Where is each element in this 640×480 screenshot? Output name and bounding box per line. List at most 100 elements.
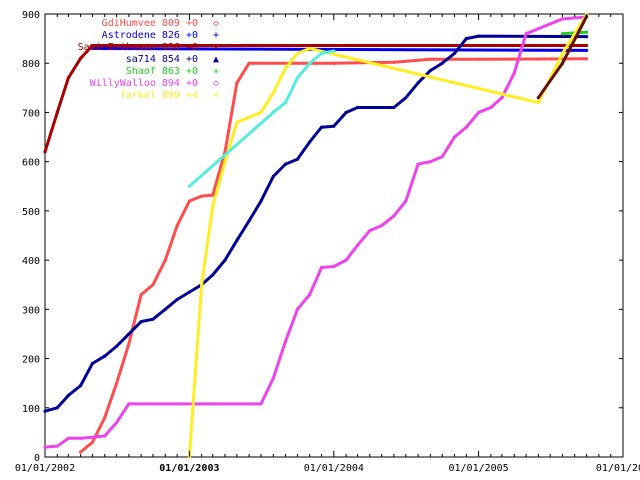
y-tick-label: 0 <box>34 453 40 464</box>
data-point <box>211 204 215 208</box>
data-point <box>43 150 47 154</box>
data-point <box>428 57 432 61</box>
data-point <box>585 30 589 34</box>
data-point <box>536 96 540 100</box>
data-point <box>115 420 119 425</box>
legend-marker: + <box>213 90 219 101</box>
data-point <box>247 115 251 119</box>
legend-marker: ◇ <box>213 18 219 29</box>
data-point <box>259 110 263 115</box>
series-line <box>537 15 588 99</box>
x-tick-label: 01/01/200 <box>596 463 640 474</box>
data-point <box>247 219 251 223</box>
data-point <box>271 91 275 95</box>
data-point <box>187 199 192 203</box>
data-point <box>55 444 59 448</box>
data-point <box>560 61 565 65</box>
data-point <box>332 61 336 65</box>
data-point <box>43 409 47 413</box>
data-point <box>127 402 131 406</box>
data-point <box>404 96 408 100</box>
data-point <box>66 393 70 398</box>
legend-marker: + <box>213 30 219 41</box>
data-point <box>476 110 481 115</box>
data-point <box>66 436 70 440</box>
data-point <box>115 344 119 348</box>
data-point <box>247 61 251 65</box>
data-point <box>235 81 239 85</box>
data-point <box>319 125 324 129</box>
data-point <box>175 224 179 228</box>
data-point <box>103 416 107 420</box>
legend-entry: Astrodene 826 +0 + <box>102 30 219 41</box>
data-point <box>464 125 468 129</box>
legend-entry: GdiHumvee 809 +0 ◇ <box>102 18 219 29</box>
data-point <box>585 35 589 39</box>
data-point <box>79 450 83 454</box>
data-point <box>103 354 107 358</box>
data-point <box>283 101 288 105</box>
legend-marker: ✳ <box>213 66 219 77</box>
data-point <box>235 238 239 243</box>
data-point <box>416 162 420 166</box>
data-point <box>66 76 70 80</box>
data-point <box>380 224 384 228</box>
data-point <box>536 101 540 105</box>
data-point <box>283 66 288 70</box>
data-point <box>416 81 420 85</box>
data-point <box>139 320 143 324</box>
x-tick-label: 01/01/2004 <box>304 463 364 474</box>
data-point <box>355 243 360 247</box>
data-point <box>259 199 263 203</box>
series-line <box>44 34 587 413</box>
data-point <box>115 381 119 385</box>
legend-entry: sa714 854 +0 ▲ <box>126 54 219 65</box>
series-sami-eriksson <box>43 43 589 154</box>
legend-marker: ◇ <box>213 78 219 89</box>
data-point <box>283 339 288 343</box>
legend-label: Shaof 863 +0 <box>126 66 198 77</box>
data-point <box>187 184 192 188</box>
legend-marker: ▲ <box>213 54 219 65</box>
data-point <box>187 290 192 294</box>
data-point <box>295 51 300 55</box>
data-point <box>560 17 565 21</box>
data-point <box>223 258 227 262</box>
x-tick-label: 01/01/2002 <box>15 463 75 474</box>
y-tick-label: 600 <box>22 158 40 169</box>
data-point <box>368 228 372 233</box>
legend-label: sa714 854 +0 <box>126 54 198 65</box>
legend-entry: farkel 899 +4 + <box>120 90 219 101</box>
series-layer <box>43 12 589 459</box>
data-point <box>127 332 131 336</box>
legend-entry: Sami Eriksson 836 +0 × <box>78 42 219 53</box>
data-point <box>79 436 83 440</box>
data-point <box>200 194 204 198</box>
series-farkel <box>187 12 589 459</box>
data-point <box>464 37 468 41</box>
y-tick-label: 900 <box>22 10 40 21</box>
data-point <box>585 43 589 48</box>
series-unlabeled-8 <box>536 14 589 100</box>
data-point <box>560 51 565 55</box>
series-line <box>92 46 587 52</box>
data-point <box>127 342 131 346</box>
y-tick-label: 100 <box>22 404 40 415</box>
series-unlabeled-7 <box>187 49 336 188</box>
data-point <box>79 384 83 388</box>
series-line <box>43 44 587 153</box>
legend-label: GdiHumvee 809 +0 <box>102 18 198 29</box>
data-point <box>259 402 263 406</box>
data-point <box>55 110 59 115</box>
data-point <box>295 76 300 80</box>
data-point <box>223 160 227 164</box>
data-point <box>332 49 336 53</box>
legend-marker: × <box>213 42 219 53</box>
data-point <box>90 361 95 366</box>
data-point <box>163 258 167 262</box>
legend: GdiHumvee 809 +0 ◇Astrodene 826 +0 +Sami E… <box>78 18 219 101</box>
data-point <box>440 61 444 65</box>
legend-label: Sami Eriksson 836 +0 <box>78 42 198 53</box>
data-point <box>43 445 47 449</box>
